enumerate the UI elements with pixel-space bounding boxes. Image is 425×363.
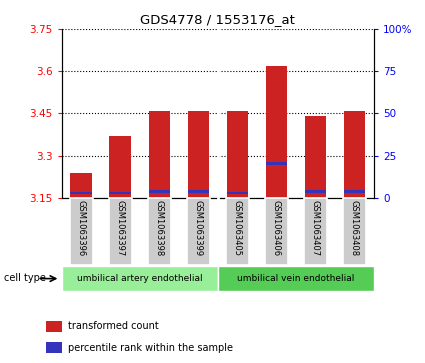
Bar: [343, 198, 366, 265]
Bar: [148, 198, 171, 265]
Text: GSM1063397: GSM1063397: [116, 200, 125, 256]
Text: cell type: cell type: [4, 273, 46, 283]
Text: GSM1063405: GSM1063405: [233, 200, 242, 256]
Text: GSM1063399: GSM1063399: [194, 200, 203, 256]
Bar: [148, 111, 170, 198]
Text: percentile rank within the sample: percentile rank within the sample: [68, 343, 233, 353]
Text: GSM1063398: GSM1063398: [155, 200, 164, 256]
Text: GSM1063406: GSM1063406: [272, 200, 281, 256]
Bar: [110, 192, 131, 195]
Text: transformed count: transformed count: [68, 321, 159, 331]
Bar: [62, 266, 218, 291]
Text: GSM1063408: GSM1063408: [350, 200, 359, 256]
Bar: [187, 190, 209, 193]
Bar: [71, 192, 92, 195]
Bar: [344, 111, 365, 198]
Bar: [46, 342, 62, 353]
Bar: [344, 190, 365, 193]
Text: GSM1063396: GSM1063396: [76, 200, 86, 256]
Bar: [305, 116, 326, 198]
Bar: [110, 136, 131, 198]
Bar: [148, 190, 170, 193]
Text: umbilical artery endothelial: umbilical artery endothelial: [77, 274, 203, 282]
Bar: [304, 198, 327, 265]
Bar: [46, 321, 62, 331]
Bar: [227, 111, 248, 198]
Bar: [265, 198, 288, 265]
Bar: [227, 192, 248, 195]
Text: GSM1063407: GSM1063407: [311, 200, 320, 256]
Bar: [109, 198, 132, 265]
Bar: [70, 198, 93, 265]
Bar: [187, 111, 209, 198]
Bar: [71, 172, 92, 198]
Text: umbilical vein endothelial: umbilical vein endothelial: [237, 274, 354, 282]
Bar: [266, 162, 287, 165]
Bar: [266, 66, 287, 198]
Bar: [187, 198, 210, 265]
Bar: [305, 190, 326, 193]
Bar: [218, 266, 374, 291]
Bar: [226, 198, 249, 265]
Title: GDS4778 / 1553176_at: GDS4778 / 1553176_at: [140, 13, 295, 26]
